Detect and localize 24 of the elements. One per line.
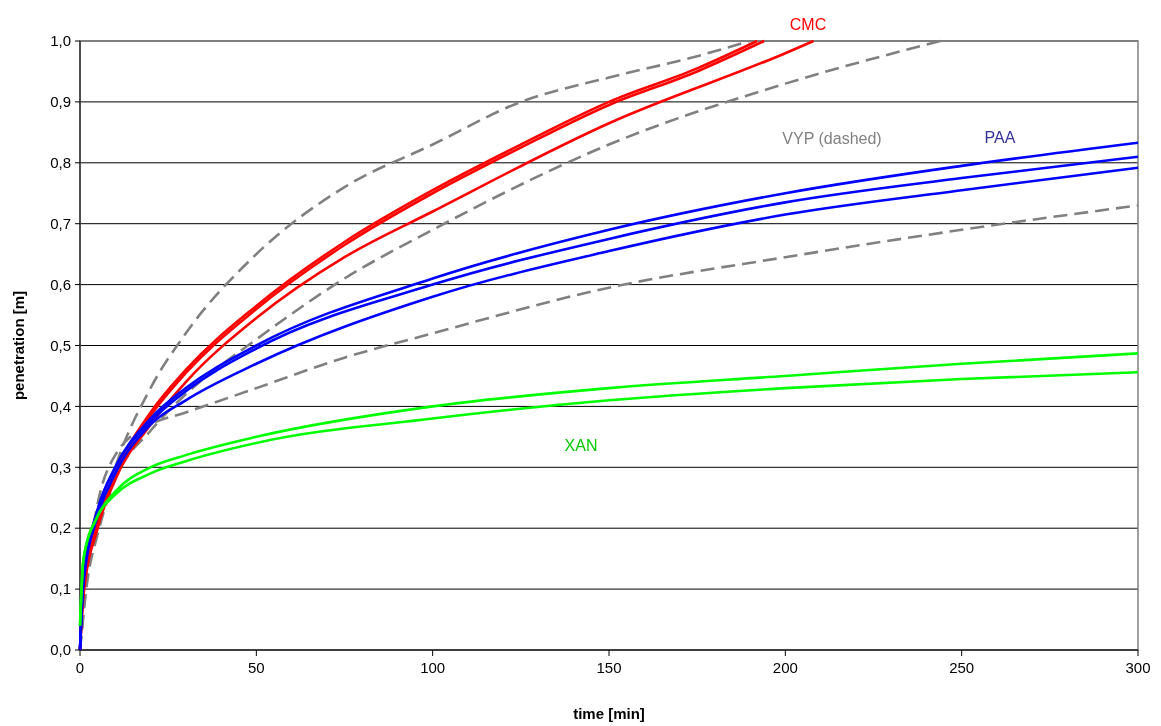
x-tick-label: 200 (772, 659, 798, 676)
y-axis-title: penetration [m] (10, 290, 27, 401)
y-tick-label: 0,4 (50, 397, 71, 415)
annotation: VYP (dashed) (782, 129, 882, 147)
annotation: XAN (564, 436, 598, 454)
x-tick-label: 300 (1125, 659, 1151, 676)
y-tick-label: 0,9 (50, 93, 71, 111)
y-tick-label: 0,7 (50, 214, 71, 232)
y-tick-label: 0,3 (50, 458, 71, 476)
x-axis-title: time [min] (573, 705, 645, 722)
text: CMC (789, 15, 827, 33)
annotation: PAA (984, 128, 1016, 146)
y-tick-label: 0,8 (50, 154, 71, 172)
y-tick-label: 0,1 (50, 580, 71, 598)
y-tick-label: 0,2 (50, 519, 71, 537)
y-tick-label: 0,0 (50, 641, 71, 659)
y-tick-label: 0,5 (50, 336, 71, 354)
y-tick-label: 0,6 (50, 275, 71, 293)
y-tick-label: 1,0 (50, 32, 71, 50)
x-tick-label: 50 (247, 659, 265, 676)
x-tick-label: 0 (75, 659, 85, 676)
x-tick-label: 150 (596, 659, 622, 676)
x-tick-label: 250 (949, 659, 975, 676)
x-tick-label: 100 (420, 659, 446, 676)
